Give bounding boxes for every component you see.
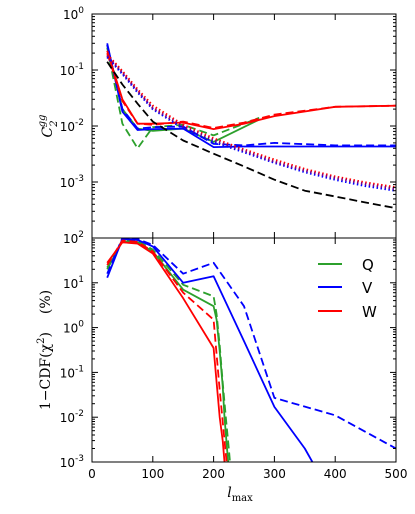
- top-panel: 100 10-1 10-2 10-3 C2gg: [37, 6, 397, 239]
- legend: Q V W: [318, 256, 377, 321]
- top-plot-frame: [91, 13, 397, 239]
- bottom-series-w-dash: [106, 239, 228, 462]
- bottom-x-tick-label: 500: [385, 467, 408, 481]
- legend-label-v: V: [362, 279, 373, 297]
- top-series-w-solid: [106, 50, 396, 131]
- bottom-x-tick-label: 0: [88, 467, 96, 481]
- top-y-tick-label: 10-3: [60, 174, 84, 190]
- top-y-tick-label: 10-2: [60, 118, 84, 134]
- bottom-y-tick-label: 10-2: [60, 409, 84, 425]
- bottom-x-tick-label: 300: [263, 467, 286, 481]
- bottom-y-tick-label: 102: [63, 230, 84, 246]
- bottom-y-tick-label: 101: [63, 275, 84, 291]
- top-y-axis-label: C2gg: [37, 115, 60, 138]
- bottom-series-v-dash: [106, 238, 396, 450]
- legend-label-w: W: [362, 303, 377, 321]
- top-y-tick-label: 10-1: [60, 62, 84, 78]
- top-series-black-dash: [106, 61, 396, 210]
- bottom-series-v-solid: [106, 238, 314, 462]
- bottom-x-tick-label: 100: [141, 467, 164, 481]
- top-series-v-dash: [106, 44, 396, 147]
- bottom-y-tick-label: 10-1: [60, 364, 84, 380]
- bottom-y-axis-label: 1−CDF(χ2)(%): [36, 290, 54, 410]
- bottom-series-w-solid: [106, 241, 226, 462]
- bottom-x-tick-label: 400: [324, 467, 347, 481]
- bottom-x-tick-label: 200: [202, 467, 225, 481]
- top-series-v-solid: [106, 43, 396, 149]
- bottom-plot-frame: [91, 237, 397, 463]
- top-series-q-dash: [106, 47, 260, 150]
- bottom-series-q-dash: [106, 239, 231, 462]
- bottom-panel: 102 101 100 10-1 10-2 10-3 0 100 200 300 400 500 1…: [36, 230, 407, 504]
- top-series-w-dash: [106, 52, 396, 129]
- x-axis-label: lmax: [227, 485, 253, 504]
- bottom-y-tick-label: 100: [63, 320, 84, 336]
- top-y-tick-label: 100: [63, 6, 84, 22]
- bottom-y-tick-label: 10-3: [60, 454, 84, 470]
- legend-label-q: Q: [362, 256, 374, 274]
